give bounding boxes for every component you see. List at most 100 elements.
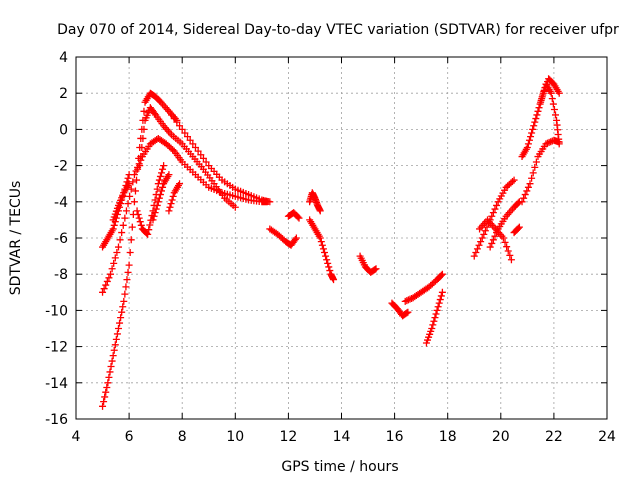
data-point [491, 205, 499, 213]
data-point [134, 165, 142, 173]
data-point [106, 368, 114, 376]
data-point [438, 270, 446, 278]
y-tick-label: -16 [45, 412, 68, 428]
data-point [173, 118, 181, 126]
data-point [531, 118, 539, 126]
y-tick-label: -4 [54, 195, 68, 211]
data-point [123, 276, 131, 284]
data-point [523, 187, 531, 195]
y-tick-label: -10 [45, 303, 68, 319]
data-point [139, 134, 147, 142]
data-point [108, 265, 116, 273]
data-point [330, 276, 338, 284]
data-point [122, 283, 130, 291]
data-point [523, 144, 531, 151]
data-point [128, 223, 136, 231]
series-arc-21 [510, 223, 523, 237]
x-tick-label: 12 [279, 429, 297, 445]
y-tick-label: 2 [59, 86, 68, 102]
data-point [548, 95, 556, 103]
data-point [122, 207, 130, 215]
data-point [110, 259, 118, 267]
series-arc-3 [99, 89, 181, 410]
data-point [527, 133, 535, 141]
data-point [166, 203, 174, 211]
data-point [138, 144, 146, 151]
y-tick-label: -14 [45, 376, 68, 392]
data-point [488, 239, 496, 247]
data-point [168, 111, 176, 119]
data-point [404, 296, 412, 304]
data-point [547, 138, 555, 146]
data-point [491, 232, 499, 240]
data-point [550, 105, 558, 113]
series-arc-14 [356, 252, 380, 276]
data-point [117, 314, 125, 322]
series-arc-11 [284, 209, 303, 222]
data-point [114, 243, 122, 251]
data-point [514, 224, 522, 232]
data-point [551, 111, 559, 119]
data-point [316, 234, 324, 242]
data-point [121, 214, 129, 222]
data-point [532, 158, 540, 166]
grid [76, 57, 607, 419]
data-point [104, 379, 112, 387]
data-point [524, 183, 532, 191]
data-point [199, 154, 207, 162]
x-tick-label: 16 [386, 429, 404, 445]
data-point [432, 310, 440, 318]
data-point [531, 163, 539, 171]
data-point [535, 104, 543, 112]
chart-title: Day 070 of 2014, Sidereal Day-to-day VTE… [57, 22, 619, 38]
series-arc-20 [486, 198, 523, 251]
data-point [489, 209, 497, 217]
data-point [403, 297, 411, 305]
data-point [470, 252, 478, 260]
data-point [178, 125, 186, 133]
series-arc-13 [306, 216, 338, 284]
data-point [401, 297, 409, 305]
data-point [514, 199, 522, 207]
data-point [436, 296, 444, 304]
data-point [152, 205, 160, 213]
data-point [231, 203, 239, 211]
data-point [542, 140, 550, 148]
data-point [118, 229, 126, 237]
data-point [170, 115, 178, 123]
data-point [506, 251, 514, 259]
data-point [155, 176, 163, 184]
data-point [119, 303, 127, 311]
data-point [537, 98, 545, 106]
data-point [135, 214, 143, 222]
data-point [322, 252, 330, 260]
series-arc-17 [422, 288, 446, 347]
data-point [429, 321, 437, 329]
data-point [295, 214, 303, 222]
data-point [428, 325, 436, 332]
data-point [105, 373, 113, 381]
data-point [371, 265, 379, 273]
data-point [134, 210, 142, 218]
data-point [483, 223, 491, 231]
data-point [533, 111, 541, 119]
series-arc-2 [99, 134, 271, 296]
data-point [110, 221, 118, 229]
x-tick-label: 18 [439, 429, 457, 445]
x-tick-label: 6 [125, 429, 134, 445]
data-point [528, 129, 536, 137]
data-point [156, 172, 164, 180]
data-point [157, 187, 165, 195]
data-point [317, 238, 325, 246]
series-arc-16 [401, 270, 446, 305]
x-tick-labels: 4 6 8 10 12 14 16 18 20 22 24 [72, 429, 616, 445]
data-point [124, 268, 132, 276]
y-tick-label: 4 [59, 50, 68, 66]
data-point [526, 180, 534, 188]
data-point [404, 308, 412, 316]
data-point [555, 140, 563, 148]
data-point [547, 89, 555, 97]
data-point [136, 162, 144, 170]
data-point [406, 295, 414, 303]
data-point [103, 384, 111, 392]
